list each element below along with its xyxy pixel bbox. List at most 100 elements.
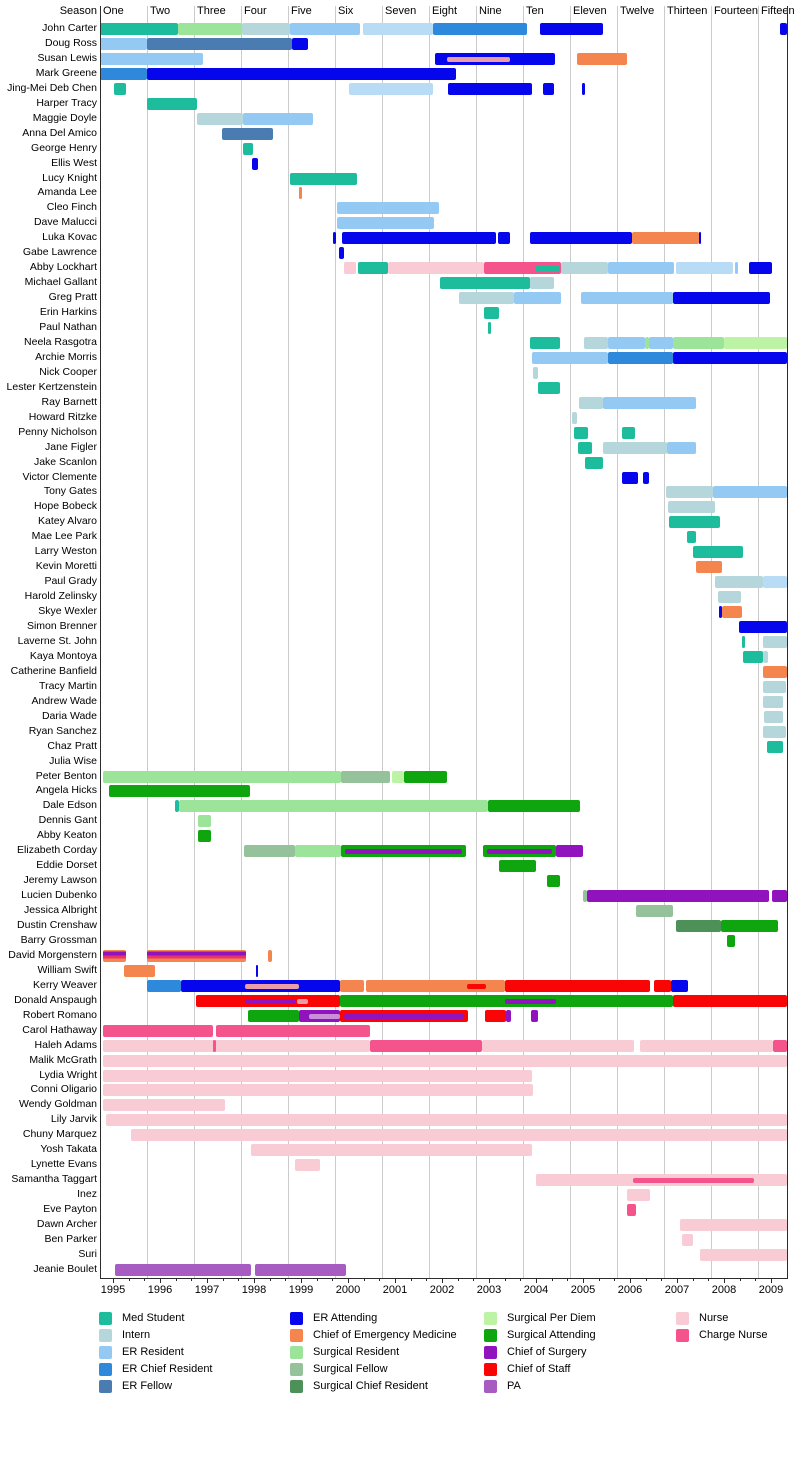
- bar-segment: [243, 143, 253, 155]
- bar-segment: [248, 1010, 299, 1022]
- season-gridline: [147, 6, 148, 1278]
- bar-stripe: [467, 984, 486, 989]
- bar-segment: [197, 113, 243, 125]
- legend-chip: [484, 1346, 497, 1359]
- season-tick-label: Three: [197, 5, 226, 17]
- bar-segment: [103, 1070, 532, 1082]
- row-label: Catherine Banfield: [10, 665, 97, 677]
- bar-segment: [340, 980, 364, 992]
- bar-segment: [222, 128, 273, 140]
- bar-segment: [299, 187, 302, 199]
- season-tick-label: Six: [338, 5, 354, 17]
- bar-segment: [344, 262, 356, 274]
- bar-segment: [131, 1129, 787, 1141]
- bar-segment: [103, 1055, 787, 1067]
- bar-segment: [585, 457, 603, 469]
- row-label: Paul Nathan: [39, 321, 97, 333]
- year-major-tick: [301, 1278, 302, 1283]
- bar-segment: [622, 472, 638, 484]
- bar-segment: [100, 38, 147, 50]
- legend-label: Surgical Resident: [313, 1346, 400, 1358]
- year-minor-tick: [270, 1278, 271, 1281]
- row-label: Larry Weston: [34, 545, 97, 557]
- bar-segment: [103, 1084, 533, 1096]
- bar-segment: [175, 800, 179, 812]
- row-label: Erin Harkins: [39, 306, 97, 318]
- year-minor-tick: [129, 1278, 130, 1281]
- bar-segment: [773, 1040, 787, 1052]
- bar-segment: [668, 501, 715, 513]
- row-label: Lucy Knight: [42, 172, 97, 184]
- bar-segment: [643, 472, 649, 484]
- bar-segment: [370, 1040, 482, 1052]
- row-label: Elizabeth Corday: [17, 844, 97, 856]
- row-label: Greg Pratt: [48, 291, 97, 303]
- bar-segment: [292, 38, 308, 50]
- bar-segment: [622, 427, 635, 439]
- bar-segment: [603, 442, 667, 454]
- bar-segment: [530, 232, 632, 244]
- legend-label: ER Fellow: [122, 1380, 173, 1392]
- legend-chip: [484, 1363, 497, 1376]
- bar-segment: [448, 83, 532, 95]
- row-label: Julia Wise: [49, 755, 97, 767]
- row-label: Cleo Finch: [46, 201, 97, 213]
- season-gridline: [617, 6, 618, 1278]
- legend-label: Surgical Chief Resident: [313, 1380, 428, 1392]
- row-label: Harper Tracy: [36, 97, 97, 109]
- legend-label: ER Resident: [122, 1346, 184, 1358]
- year-major-tick: [254, 1278, 255, 1283]
- bar-segment: [440, 277, 530, 289]
- bar-stripe: [535, 266, 560, 271]
- bar-segment: [687, 531, 696, 543]
- bar-stripe: [633, 1178, 754, 1183]
- row-label: John Carter: [42, 22, 97, 34]
- bar-segment: [627, 1189, 650, 1201]
- bar-segment: [721, 920, 778, 932]
- bar-segment: [763, 726, 786, 738]
- bar-segment: [482, 1040, 634, 1052]
- bar-segment: [103, 950, 126, 962]
- row-label: Daria Wade: [41, 710, 97, 722]
- season-gridline: [523, 6, 524, 1278]
- bar-segment: [506, 1010, 511, 1022]
- year-major-tick: [536, 1278, 537, 1283]
- bar-segment: [724, 337, 787, 349]
- bar-segment: [587, 890, 769, 902]
- row-label: Barry Grossman: [20, 934, 97, 946]
- row-label: Malik McGrath: [29, 1054, 97, 1066]
- bar-segment: [533, 367, 538, 379]
- bar-segment: [763, 576, 787, 588]
- row-label: Lynette Evans: [30, 1158, 97, 1170]
- year-minor-tick: [740, 1278, 741, 1281]
- bar-segment: [530, 277, 554, 289]
- legend-label: Chief of Staff: [507, 1363, 571, 1375]
- year-minor-tick: [176, 1278, 177, 1281]
- year-major-tick: [489, 1278, 490, 1283]
- bar-segment: [763, 636, 787, 648]
- year-major-tick: [724, 1278, 725, 1283]
- year-major-tick: [160, 1278, 161, 1283]
- row-label: Jing-Mei Deb Chen: [7, 82, 97, 94]
- bar-segment: [577, 53, 627, 65]
- bar-segment: [178, 23, 242, 35]
- row-label: Victor Clemente: [22, 471, 97, 483]
- bar-segment: [433, 23, 527, 35]
- legend-chip: [676, 1312, 689, 1325]
- bar-segment: [669, 516, 720, 528]
- row-label: Jake Scanlon: [33, 456, 97, 468]
- bar-segment: [256, 965, 258, 977]
- year-tick-label: 2002: [429, 1284, 455, 1296]
- bar-segment: [349, 83, 433, 95]
- legend-label: Surgical Attending: [507, 1329, 596, 1341]
- year-minor-tick: [693, 1278, 694, 1281]
- row-label: Peter Benton: [35, 770, 97, 782]
- year-minor-tick: [661, 1278, 662, 1281]
- legend-chip: [99, 1346, 112, 1359]
- bar-segment: [743, 651, 763, 663]
- bar-segment: [636, 905, 673, 917]
- row-label: Lester Kertzenstein: [6, 381, 97, 393]
- year-minor-tick: [426, 1278, 427, 1281]
- bar-segment: [337, 202, 439, 214]
- legend-label: ER Attending: [313, 1312, 378, 1324]
